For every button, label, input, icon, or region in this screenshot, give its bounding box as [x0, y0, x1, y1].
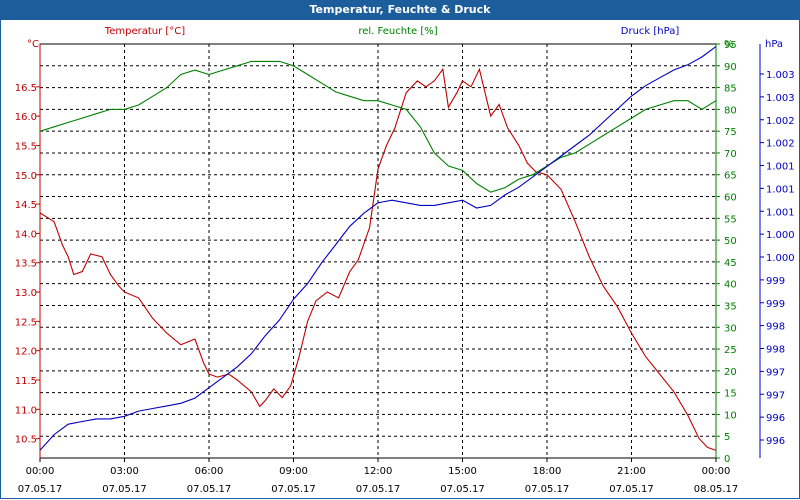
chart-title: Temperatur, Feuchte & Druck	[309, 3, 491, 16]
x-tick-label-date: 07.05.17	[609, 484, 654, 495]
x-tick-label-time: 15:00	[448, 466, 477, 477]
x-tick-label-date: 07.05.17	[525, 484, 570, 495]
temperature-tick-label: 12.5	[15, 317, 37, 328]
temperature-tick-label: 11.5	[15, 376, 37, 387]
x-tick-label-date: 07.05.17	[102, 484, 147, 495]
pressure-tick-label: 997	[766, 390, 785, 401]
pressure-tick-label: 1.002	[766, 116, 795, 127]
x-tick-label-time: 09:00	[279, 466, 308, 477]
temperature-line	[39, 67, 717, 451]
humidity-tick-label: 15	[724, 389, 737, 400]
x-tick-label-date: 07.05.17	[356, 484, 401, 495]
humidity-tick-label: 40	[724, 280, 737, 291]
temperature-tick-label: 15.0	[15, 171, 37, 182]
temperature-tick-label: 15.5	[15, 141, 37, 152]
x-tick-label-time: 00:00	[26, 466, 55, 477]
humidity-tick-label: 65	[724, 171, 737, 182]
pressure-tick-label: 1.002	[766, 139, 795, 150]
legend-pressure: Druck [hPa]	[621, 26, 680, 37]
temperature-tick-label: 14.5	[15, 200, 37, 211]
humidity-tick-label: 80	[724, 105, 737, 116]
humidity-tick-label: 85	[724, 84, 737, 95]
pressure-tick-label: 998	[766, 322, 785, 333]
pressure-tick-label: 1.003	[766, 93, 795, 104]
x-tick-label-time: 03:00	[110, 466, 139, 477]
temperature-tick-label: 16.5	[15, 83, 37, 94]
humidity-tick-label: 20	[724, 367, 737, 378]
humidity-tick-label: 10	[724, 410, 737, 421]
x-tick-label-time: 18:00	[533, 466, 562, 477]
x-tick-label-date: 07.05.17	[440, 484, 485, 495]
humidity-tick-label: 90	[724, 62, 737, 73]
humidity-tick-label: 95	[724, 40, 737, 51]
x-tick-label-date: 07.05.17	[271, 484, 316, 495]
pressure-tick-label: 1.003	[766, 70, 795, 81]
series-lines	[39, 46, 717, 451]
x-tick-label-time: 21:00	[617, 466, 646, 477]
unit-left: °C	[27, 39, 39, 50]
x-tick-label-date: 08.05.17	[694, 484, 739, 495]
humidity-tick-label: 60	[724, 193, 737, 204]
pressure-tick-label: 1.000	[766, 253, 795, 264]
pressure-tick-label: 1.001	[766, 184, 795, 195]
unit-humidity: %	[724, 39, 734, 50]
humidity-tick-label: 75	[724, 127, 737, 138]
temperature-tick-label: 13.0	[15, 288, 37, 299]
pressure-tick-label: 1.001	[766, 162, 795, 173]
pressure-tick-label: 997	[766, 367, 785, 378]
humidity-tick-label: 70	[724, 149, 737, 160]
pressure-tick-label: 1.000	[766, 230, 795, 241]
x-tick-label-time: 06:00	[195, 466, 224, 477]
humidity-tick-label: 50	[724, 236, 737, 247]
pressure-tick-label: 998	[766, 345, 785, 356]
legend-temperature: Temperatur [°C]	[104, 26, 185, 37]
x-tick-label-time: 00:00	[702, 466, 731, 477]
temperature-tick-label: 13.5	[15, 259, 37, 270]
unit-pressure: hPa	[765, 39, 783, 50]
temperature-tick-label: 11.0	[15, 405, 37, 416]
temperature-tick-label: 10.5	[15, 435, 37, 446]
pressure-tick-label: 999	[766, 276, 785, 287]
humidity-tick-label: 5	[724, 432, 730, 443]
pressure-tick-label: 996	[766, 413, 785, 424]
pressure-tick-label: 996	[766, 436, 785, 447]
pressure-line	[39, 46, 717, 451]
x-tick-label-date: 07.05.17	[18, 484, 63, 495]
humidity-tick-label: 25	[724, 345, 737, 356]
axes	[36, 43, 764, 462]
humidity-tick-label: 45	[724, 258, 737, 269]
temperature-tick-label: 12.0	[15, 347, 37, 358]
humidity-line	[39, 60, 717, 193]
humidity-tick-label: 55	[724, 214, 737, 225]
humidity-tick-label: 0	[724, 454, 730, 465]
x-tick-label-date: 07.05.17	[187, 484, 232, 495]
temperature-tick-label: 14.0	[15, 229, 37, 240]
pressure-tick-label: 999	[766, 299, 785, 310]
humidity-tick-label: 30	[724, 323, 737, 334]
grid	[40, 43, 716, 458]
legend-humidity: rel. Feuchte [%]	[358, 26, 437, 37]
pressure-tick-label: 1.001	[766, 207, 795, 218]
chart-title-bar: Temperatur, Feuchte & Druck	[0, 0, 800, 20]
tick-labels: 00:00 07.05.17 03:00 07.05.17 06:00 07.05.17 0…	[15, 40, 795, 495]
x-tick-label-time: 12:00	[364, 466, 393, 477]
temperature-tick-label: 16.0	[15, 112, 37, 123]
humidity-tick-label: 35	[724, 301, 737, 312]
